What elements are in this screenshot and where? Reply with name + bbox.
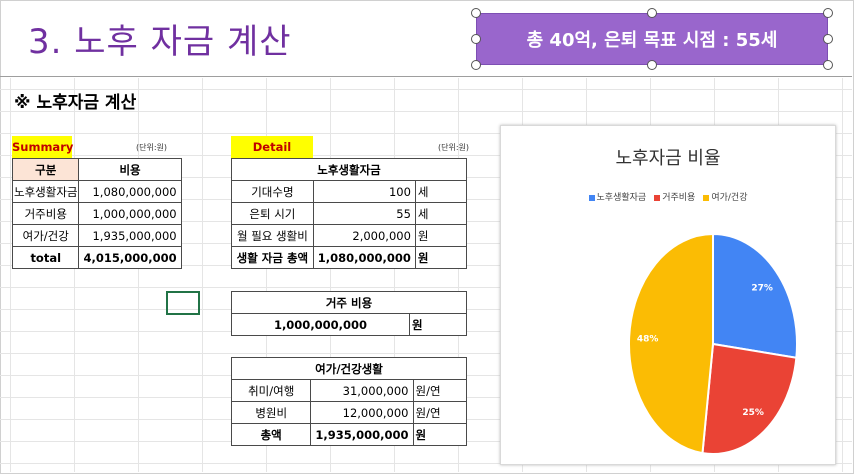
leisure-total-value[interactable]: 1,935,000,000 [310,423,414,446]
living-unit[interactable]: 세 [414,202,468,225]
table-row: 생활 자금 총액 1,080,000,000 원 [231,246,468,269]
living-table: 노후생활자금 기대수명 100 세 은퇴 시기 55 세 월 필요 생활비 2,… [231,158,468,269]
table-row: 월 필요 생활비 2,000,000 원 [231,224,468,247]
legend-swatch [703,194,710,201]
living-unit[interactable]: 원 [414,224,468,247]
summary-tag: Summary [12,136,73,158]
summary-label[interactable]: 노후생활자금 [11,180,80,203]
living-value[interactable]: 55 [312,202,416,225]
resize-handle-top-right[interactable] [823,8,833,18]
table-row: 여가/건강 1,935,000,000 [11,224,182,247]
table-row: 1,000,000,000 원 [231,313,467,336]
header-cost[interactable]: 비용 [78,158,182,181]
table-row: 노후생활자금 1,080,000,000 [11,180,182,203]
leisure-label[interactable]: 취미/여행 [230,379,312,402]
table-row: 노후생활자금 [231,158,467,181]
living-label[interactable]: 기대수명 [231,180,314,203]
summary-total-value[interactable]: 4,015,000,000 [78,246,182,269]
table-row: 거주 비용 [231,291,467,314]
table-row: 총액 1,935,000,000 원 [230,423,467,446]
summary-value[interactable]: 1,000,000,000 [78,202,182,225]
pie-slice-2[interactable] [701,342,798,455]
living-label[interactable]: 월 필요 생활비 [231,224,314,247]
resize-handle-bottom-middle[interactable] [647,60,657,70]
pie-data-label: 27% [751,283,773,293]
living-value[interactable]: 2,000,000 [312,224,416,247]
chart-title: 노후자금 비율 [615,148,721,169]
table-row: 병원비 12,000,000 원/연 [230,401,467,424]
table-row: total 4,015,000,000 [11,246,182,269]
leisure-total-label[interactable]: 총액 [230,423,312,446]
housing-value[interactable]: 1,000,000,000 [231,313,410,336]
summary-value[interactable]: 1,080,000,000 [78,180,182,203]
housing-title[interactable]: 거주 비용 [231,291,467,314]
detail-tag: Detail [231,136,313,158]
living-title[interactable]: 노후생활자금 [231,158,467,181]
leisure-unit[interactable]: 원/연 [412,401,467,424]
pie-slice-1[interactable] [712,232,798,359]
slide-title: 3. 노후 자금 계산 [28,22,292,62]
legend-swatch [588,194,595,201]
leisure-value[interactable]: 31,000,000 [310,379,414,402]
detail-unit: (단위:원) [438,143,470,152]
resize-handle-middle-right[interactable] [823,34,833,44]
pie-chart[interactable]: 노후자금 비율 노후생활자금 거주비용 여가/건강 27% 25% 48% [500,125,836,465]
leisure-value[interactable]: 12,000,000 [310,401,414,424]
living-total-value[interactable]: 1,080,000,000 [312,246,416,269]
living-unit[interactable]: 세 [414,180,468,203]
resize-handle-top-middle[interactable] [647,8,657,18]
table-row: 여가/건강생활 [231,357,467,380]
housing-unit[interactable]: 원 [409,313,467,336]
living-total-unit[interactable]: 원 [414,246,468,269]
table-row: 은퇴 시기 55 세 [231,202,468,225]
table-row: 구분 비용 [11,158,182,181]
table-row: 기대수명 100 세 [231,180,468,203]
housing-table: 거주 비용 1,000,000,000 원 [231,291,467,336]
chart-legend: 노후생활자금 거주비용 여가/건강 [501,190,835,203]
summary-label[interactable]: 거주비용 [11,202,80,225]
callout-textbox[interactable]: 총 40억, 은퇴 목표 시점 : 55세 [476,13,828,65]
leisure-label[interactable]: 병원비 [230,401,312,424]
summary-unit: (단위:원) [136,143,168,152]
legend-entry: 노후생활자금 [588,190,647,203]
legend-entry: 거주비용 [654,190,695,203]
resize-handle-top-left[interactable] [471,8,481,18]
legend-swatch [654,194,661,201]
summary-value[interactable]: 1,935,000,000 [78,224,182,247]
leisure-unit[interactable]: 원/연 [412,379,467,402]
summary-total-label[interactable]: total [11,246,80,269]
summary-table: 구분 비용 노후생활자금 1,080,000,000 거주비용 1,000,00… [11,158,182,269]
pie-plot-area: 27% 25% 48% [628,232,798,455]
summary-label[interactable]: 여가/건강 [11,224,80,247]
table-row: 취미/여행 31,000,000 원/연 [230,379,467,402]
pie-data-label: 25% [742,408,764,418]
pie-data-label: 48% [637,335,659,345]
title-divider [0,76,852,77]
header-category[interactable]: 구분 [11,158,80,181]
resize-handle-bottom-left[interactable] [471,60,481,70]
living-value[interactable]: 100 [312,180,416,203]
leisure-table: 여가/건강생활 취미/여행 31,000,000 원/연 병원비 12,000,… [230,357,467,446]
living-label[interactable]: 은퇴 시기 [231,202,314,225]
leisure-total-unit[interactable]: 원 [412,423,467,446]
leisure-title[interactable]: 여가/건강생활 [231,357,467,380]
legend-label: 거주비용 [662,193,696,203]
living-total-label[interactable]: 생활 자금 총액 [231,246,314,269]
resize-handle-middle-left[interactable] [471,34,481,44]
legend-label: 여가/건강 [711,193,748,203]
sheet-heading: ※ 노후자금 계산 [14,93,137,113]
resize-handle-bottom-right[interactable] [823,60,833,70]
legend-label: 노후생활자금 [596,193,647,203]
legend-entry: 여가/건강 [703,190,747,203]
selected-cell[interactable] [166,291,200,315]
pie-slice-3[interactable] [628,232,714,455]
table-row: 거주비용 1,000,000,000 [11,202,182,225]
